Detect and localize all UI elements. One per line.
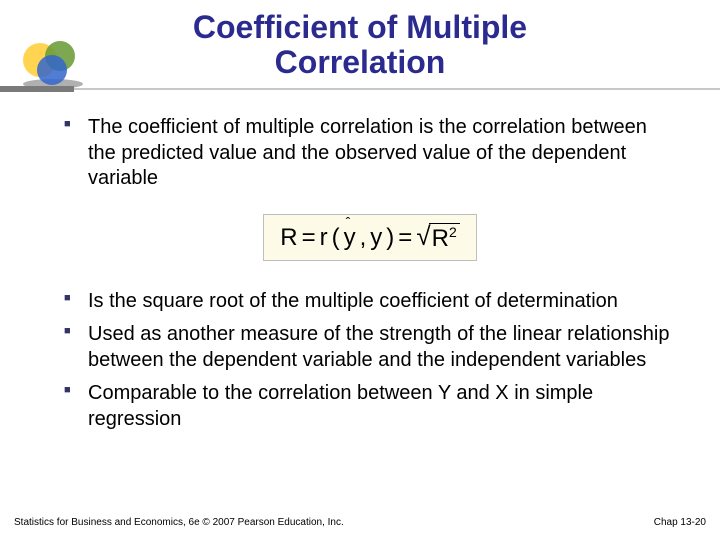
bullet-item: Is the square root of the multiple coeff…	[60, 289, 680, 315]
title-line-2: Correlation	[275, 44, 446, 80]
bullet-text: Comparable to the correlation between Y …	[88, 382, 593, 430]
title-divider	[0, 88, 720, 90]
slide-title: Coefficient of Multiple Correlation	[0, 0, 720, 80]
formula-fn: r	[320, 224, 328, 252]
bullet-text: Used as another measure of the strength …	[88, 323, 669, 371]
bullet-item: The coefficient of multiple correlation …	[60, 115, 680, 192]
paren-close: )	[386, 224, 394, 252]
comma: ,	[360, 224, 367, 252]
footer-left: Statistics for Business and Economics, 6…	[14, 517, 344, 528]
bullet-text: The coefficient of multiple correlation …	[88, 116, 647, 189]
formula-container: R = r(ˆy,y) = √ R2	[60, 214, 680, 261]
bullet-group-2: Is the square root of the multiple coeff…	[60, 289, 680, 433]
bullet-text: Is the square root of the multiple coeff…	[88, 290, 618, 312]
slide-logo	[18, 36, 88, 91]
bullet-item: Used as another measure of the strength …	[60, 322, 680, 373]
bullet-group-1: The coefficient of multiple correlation …	[60, 115, 680, 192]
formula-arg1: ˆy	[344, 224, 356, 252]
title-line-1: Coefficient of Multiple	[193, 9, 527, 45]
formula-lhs: R	[280, 224, 297, 252]
bullet-item: Comparable to the correlation between Y …	[60, 381, 680, 432]
footer-right: Chap 13-20	[654, 517, 706, 528]
paren-open: (	[332, 224, 340, 252]
formula-box: R = r(ˆy,y) = √ R2	[263, 214, 476, 261]
equals-sign: =	[302, 224, 316, 252]
formula-sqrt: √ R2	[416, 223, 459, 254]
formula-arg2: y	[370, 224, 382, 252]
sqrt-body: R2	[429, 223, 460, 254]
equals-sign: =	[398, 224, 412, 252]
slide-content: The coefficient of multiple correlation …	[60, 115, 680, 441]
